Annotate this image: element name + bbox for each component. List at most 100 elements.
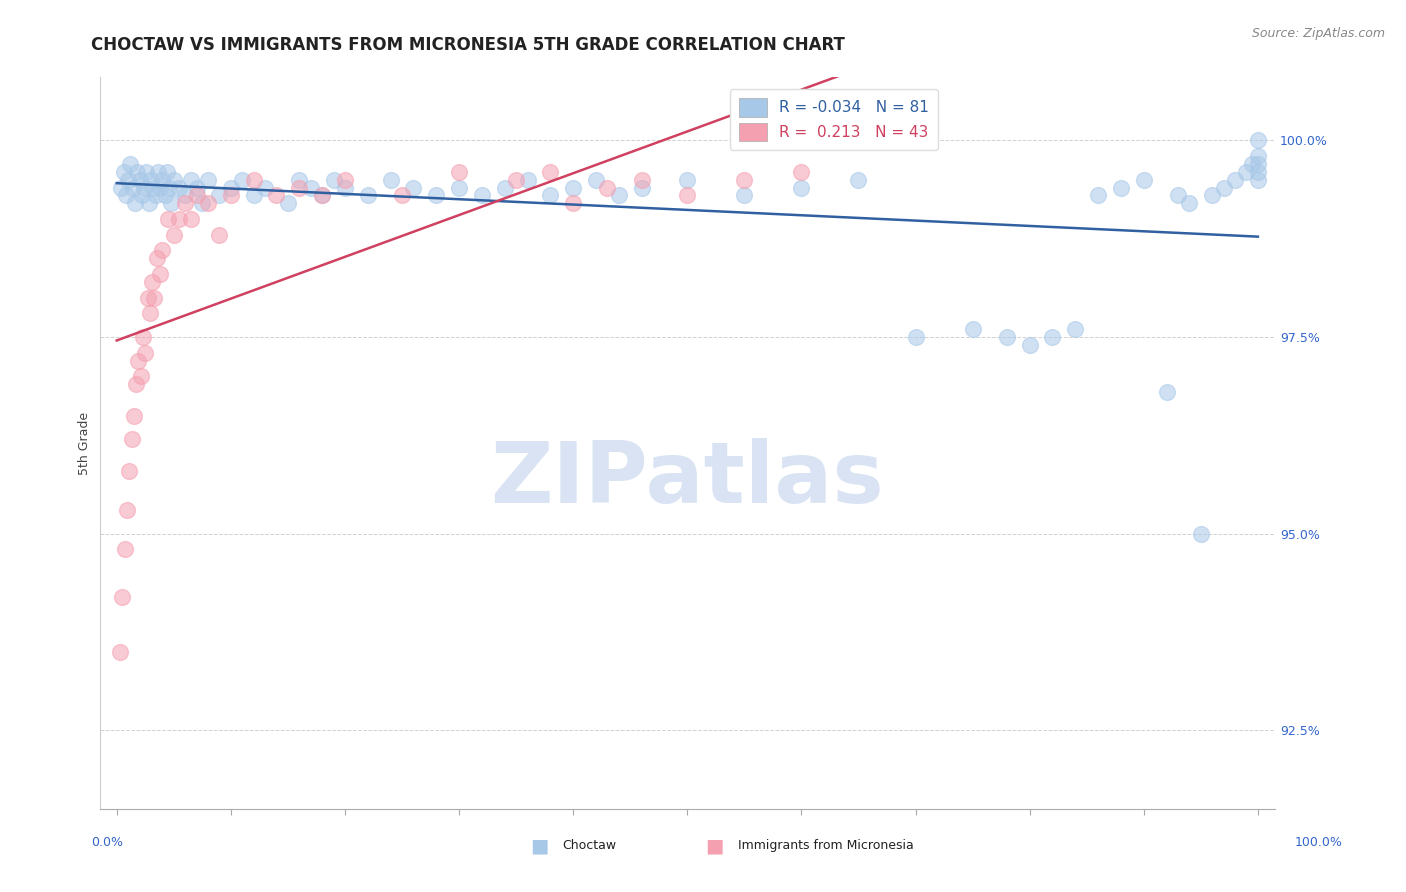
Point: [1247, 172, 1270, 186]
Point: [242, 172, 264, 186]
Point: [471, 188, 494, 202]
Point: [208, 227, 231, 242]
Point: [219, 188, 242, 202]
Point: [174, 196, 197, 211]
Point: [607, 188, 630, 202]
Point: [962, 322, 984, 336]
Point: [1247, 149, 1270, 163]
Point: [115, 188, 138, 202]
Point: [153, 188, 176, 202]
Point: [449, 180, 471, 194]
Y-axis label: 5th Grade: 5th Grade: [79, 412, 91, 475]
Point: [108, 645, 131, 659]
Point: [1247, 165, 1270, 179]
Point: [219, 180, 242, 194]
Point: [266, 188, 288, 202]
Point: [562, 196, 585, 211]
Point: [538, 188, 561, 202]
Point: [630, 180, 652, 194]
Point: [322, 172, 344, 186]
Point: [160, 196, 183, 211]
Point: [139, 172, 162, 186]
Point: [117, 172, 139, 186]
Point: [122, 409, 145, 423]
Point: [311, 188, 333, 202]
Point: [146, 165, 169, 179]
Text: Immigrants from Micronesia: Immigrants from Micronesia: [738, 839, 914, 852]
Point: [156, 165, 179, 179]
Point: [135, 165, 157, 179]
Point: [124, 196, 146, 211]
Point: [114, 542, 136, 557]
Point: [790, 165, 813, 179]
Point: [1189, 526, 1212, 541]
Point: [790, 180, 813, 194]
Point: [1223, 172, 1246, 186]
Point: [132, 330, 155, 344]
Point: [425, 188, 447, 202]
Text: 100.0%: 100.0%: [1295, 837, 1343, 849]
Point: [128, 172, 150, 186]
Point: [1042, 330, 1064, 344]
Point: [333, 172, 356, 186]
Point: [111, 590, 134, 604]
Point: [585, 172, 607, 186]
Text: Choctaw: Choctaw: [562, 839, 616, 852]
Point: [1241, 157, 1264, 171]
Point: [197, 196, 219, 211]
Text: ZIPatlas: ZIPatlas: [491, 438, 884, 521]
Point: [1236, 165, 1258, 179]
Point: [157, 212, 180, 227]
Point: [254, 180, 277, 194]
Point: [149, 267, 172, 281]
Point: [115, 503, 138, 517]
Point: [391, 188, 413, 202]
Point: [1212, 180, 1234, 194]
Point: [129, 369, 152, 384]
Point: [995, 330, 1018, 344]
Point: [208, 188, 231, 202]
Point: [676, 172, 699, 186]
Point: [180, 172, 202, 186]
Point: [1109, 180, 1132, 194]
Point: [562, 180, 585, 194]
Point: [121, 432, 143, 446]
Point: [1018, 338, 1040, 352]
Point: [1132, 172, 1154, 186]
Point: [186, 180, 208, 194]
Point: [174, 188, 197, 202]
Point: [733, 172, 755, 186]
Point: [1178, 196, 1201, 211]
Point: [169, 212, 191, 227]
Point: [197, 172, 219, 186]
Point: [127, 165, 149, 179]
Point: [288, 172, 311, 186]
Point: [191, 196, 214, 211]
Point: [120, 157, 142, 171]
Point: [538, 165, 561, 179]
Point: [494, 180, 516, 194]
Point: [848, 172, 870, 186]
Point: [132, 180, 155, 194]
Text: ■: ■: [706, 836, 724, 855]
Point: [449, 165, 471, 179]
Point: [131, 188, 153, 202]
Point: [676, 188, 699, 202]
Point: [288, 180, 311, 194]
Point: [134, 345, 156, 359]
Point: [299, 180, 322, 194]
Point: [1087, 188, 1109, 202]
Point: [145, 252, 167, 266]
Point: [127, 353, 149, 368]
Point: [163, 172, 186, 186]
Point: [516, 172, 538, 186]
Text: CHOCTAW VS IMMIGRANTS FROM MICRONESIA 5TH GRADE CORRELATION CHART: CHOCTAW VS IMMIGRANTS FROM MICRONESIA 5T…: [91, 36, 845, 54]
Point: [139, 306, 162, 320]
Point: [505, 172, 527, 186]
Legend: R = -0.034   N = 81, R =  0.213   N = 43: R = -0.034 N = 81, R = 0.213 N = 43: [730, 88, 938, 151]
Point: [110, 180, 132, 194]
Point: [733, 188, 755, 202]
Point: [1156, 385, 1178, 400]
Point: [904, 330, 927, 344]
Point: [136, 291, 159, 305]
